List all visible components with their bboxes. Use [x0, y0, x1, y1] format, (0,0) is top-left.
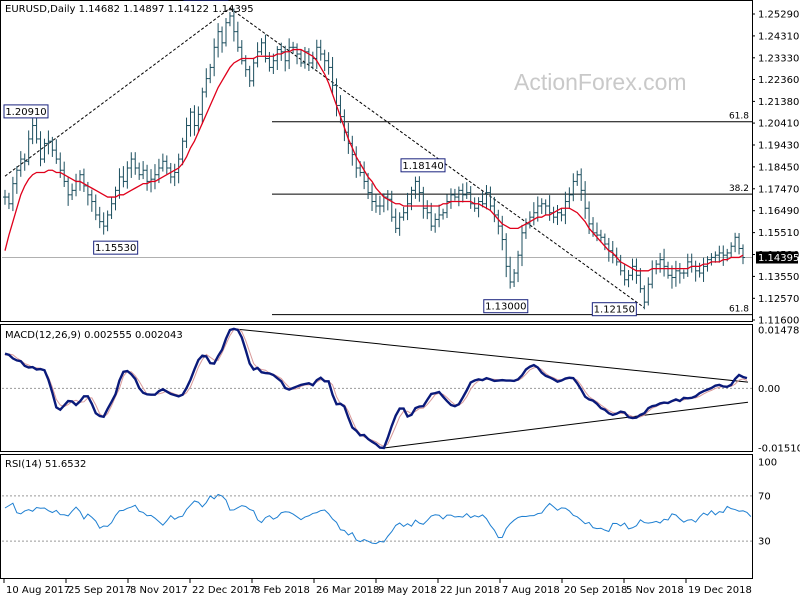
rsi-panel — [1, 455, 753, 579]
price-annotation-label: 1.13000 — [485, 302, 526, 313]
macd-ytick-label: 0.00 — [758, 384, 780, 395]
price-header: EURUSD,Daily 1.14682 1.14897 1.14122 1.1… — [5, 4, 254, 15]
macd-ytick-label: -0.015107 — [758, 444, 800, 455]
x-tick-label: 25 Sep 2017 — [68, 585, 131, 596]
x-tick-label: 9 May 2018 — [378, 585, 437, 596]
price-ytick-label: 1.19430 — [758, 140, 799, 151]
macd-ytick-label: 0.014786 — [758, 326, 800, 337]
fib-level-label: 61.8 — [729, 305, 749, 315]
fib-level-label: 38.2 — [729, 184, 749, 194]
x-tick-label: 22 Jun 2018 — [440, 585, 500, 596]
price-ytick-label: 1.21380 — [758, 97, 799, 108]
price-ytick-label: 1.18450 — [758, 162, 799, 173]
price-ytick-label: 1.20410 — [758, 119, 799, 130]
rsi-ytick-label: 70 — [758, 491, 771, 502]
price-ytick-label: 1.17470 — [758, 184, 799, 195]
x-tick-label: 7 Aug 2018 — [502, 585, 560, 596]
x-tick-label: 5 Nov 2018 — [626, 585, 684, 596]
x-tick-label: 19 Dec 2018 — [688, 585, 752, 596]
rsi-ytick-label: 100 — [758, 458, 777, 469]
price-annotation-label: 1.20910 — [5, 107, 46, 118]
price-ytick-label: 1.15510 — [758, 228, 799, 239]
price-ytick-label: 1.22360 — [758, 75, 799, 86]
price-annotation-label: 1.12150 — [594, 305, 635, 316]
x-tick-label: 22 Dec 2017 — [192, 585, 256, 596]
current-price-label: 1.14395 — [758, 253, 799, 264]
price-ytick-label: 1.16490 — [758, 206, 799, 217]
watermark: ActionForex.com — [514, 69, 687, 95]
price-annotation-label: 1.15530 — [95, 243, 136, 254]
price-ytick-label: 1.12570 — [758, 294, 799, 305]
fib-level-label: 61.8 — [729, 112, 749, 122]
x-tick-label: 8 Feb 2018 — [254, 585, 310, 596]
rsi-ytick-label: 30 — [758, 537, 771, 548]
x-tick-label: 20 Sep 2018 — [564, 585, 627, 596]
price-panel — [1, 1, 753, 322]
price-ytick-label: 1.25290 — [758, 10, 799, 21]
price-ytick-label: 1.24310 — [758, 31, 799, 42]
price-ytick-label: 1.23330 — [758, 53, 799, 64]
price-ytick-label: 1.13550 — [758, 272, 799, 283]
macd-header: MACD(12,26,9) 0.002555 0.002043 — [5, 330, 183, 341]
x-tick-label: 8 Nov 2017 — [130, 585, 188, 596]
x-tick-label: 10 Aug 2017 — [6, 585, 70, 596]
x-tick-label: 26 Mar 2018 — [316, 585, 379, 596]
rsi-header: RSI(14) 51.6532 — [5, 459, 86, 470]
price-annotation-label: 1.18140 — [402, 161, 443, 172]
